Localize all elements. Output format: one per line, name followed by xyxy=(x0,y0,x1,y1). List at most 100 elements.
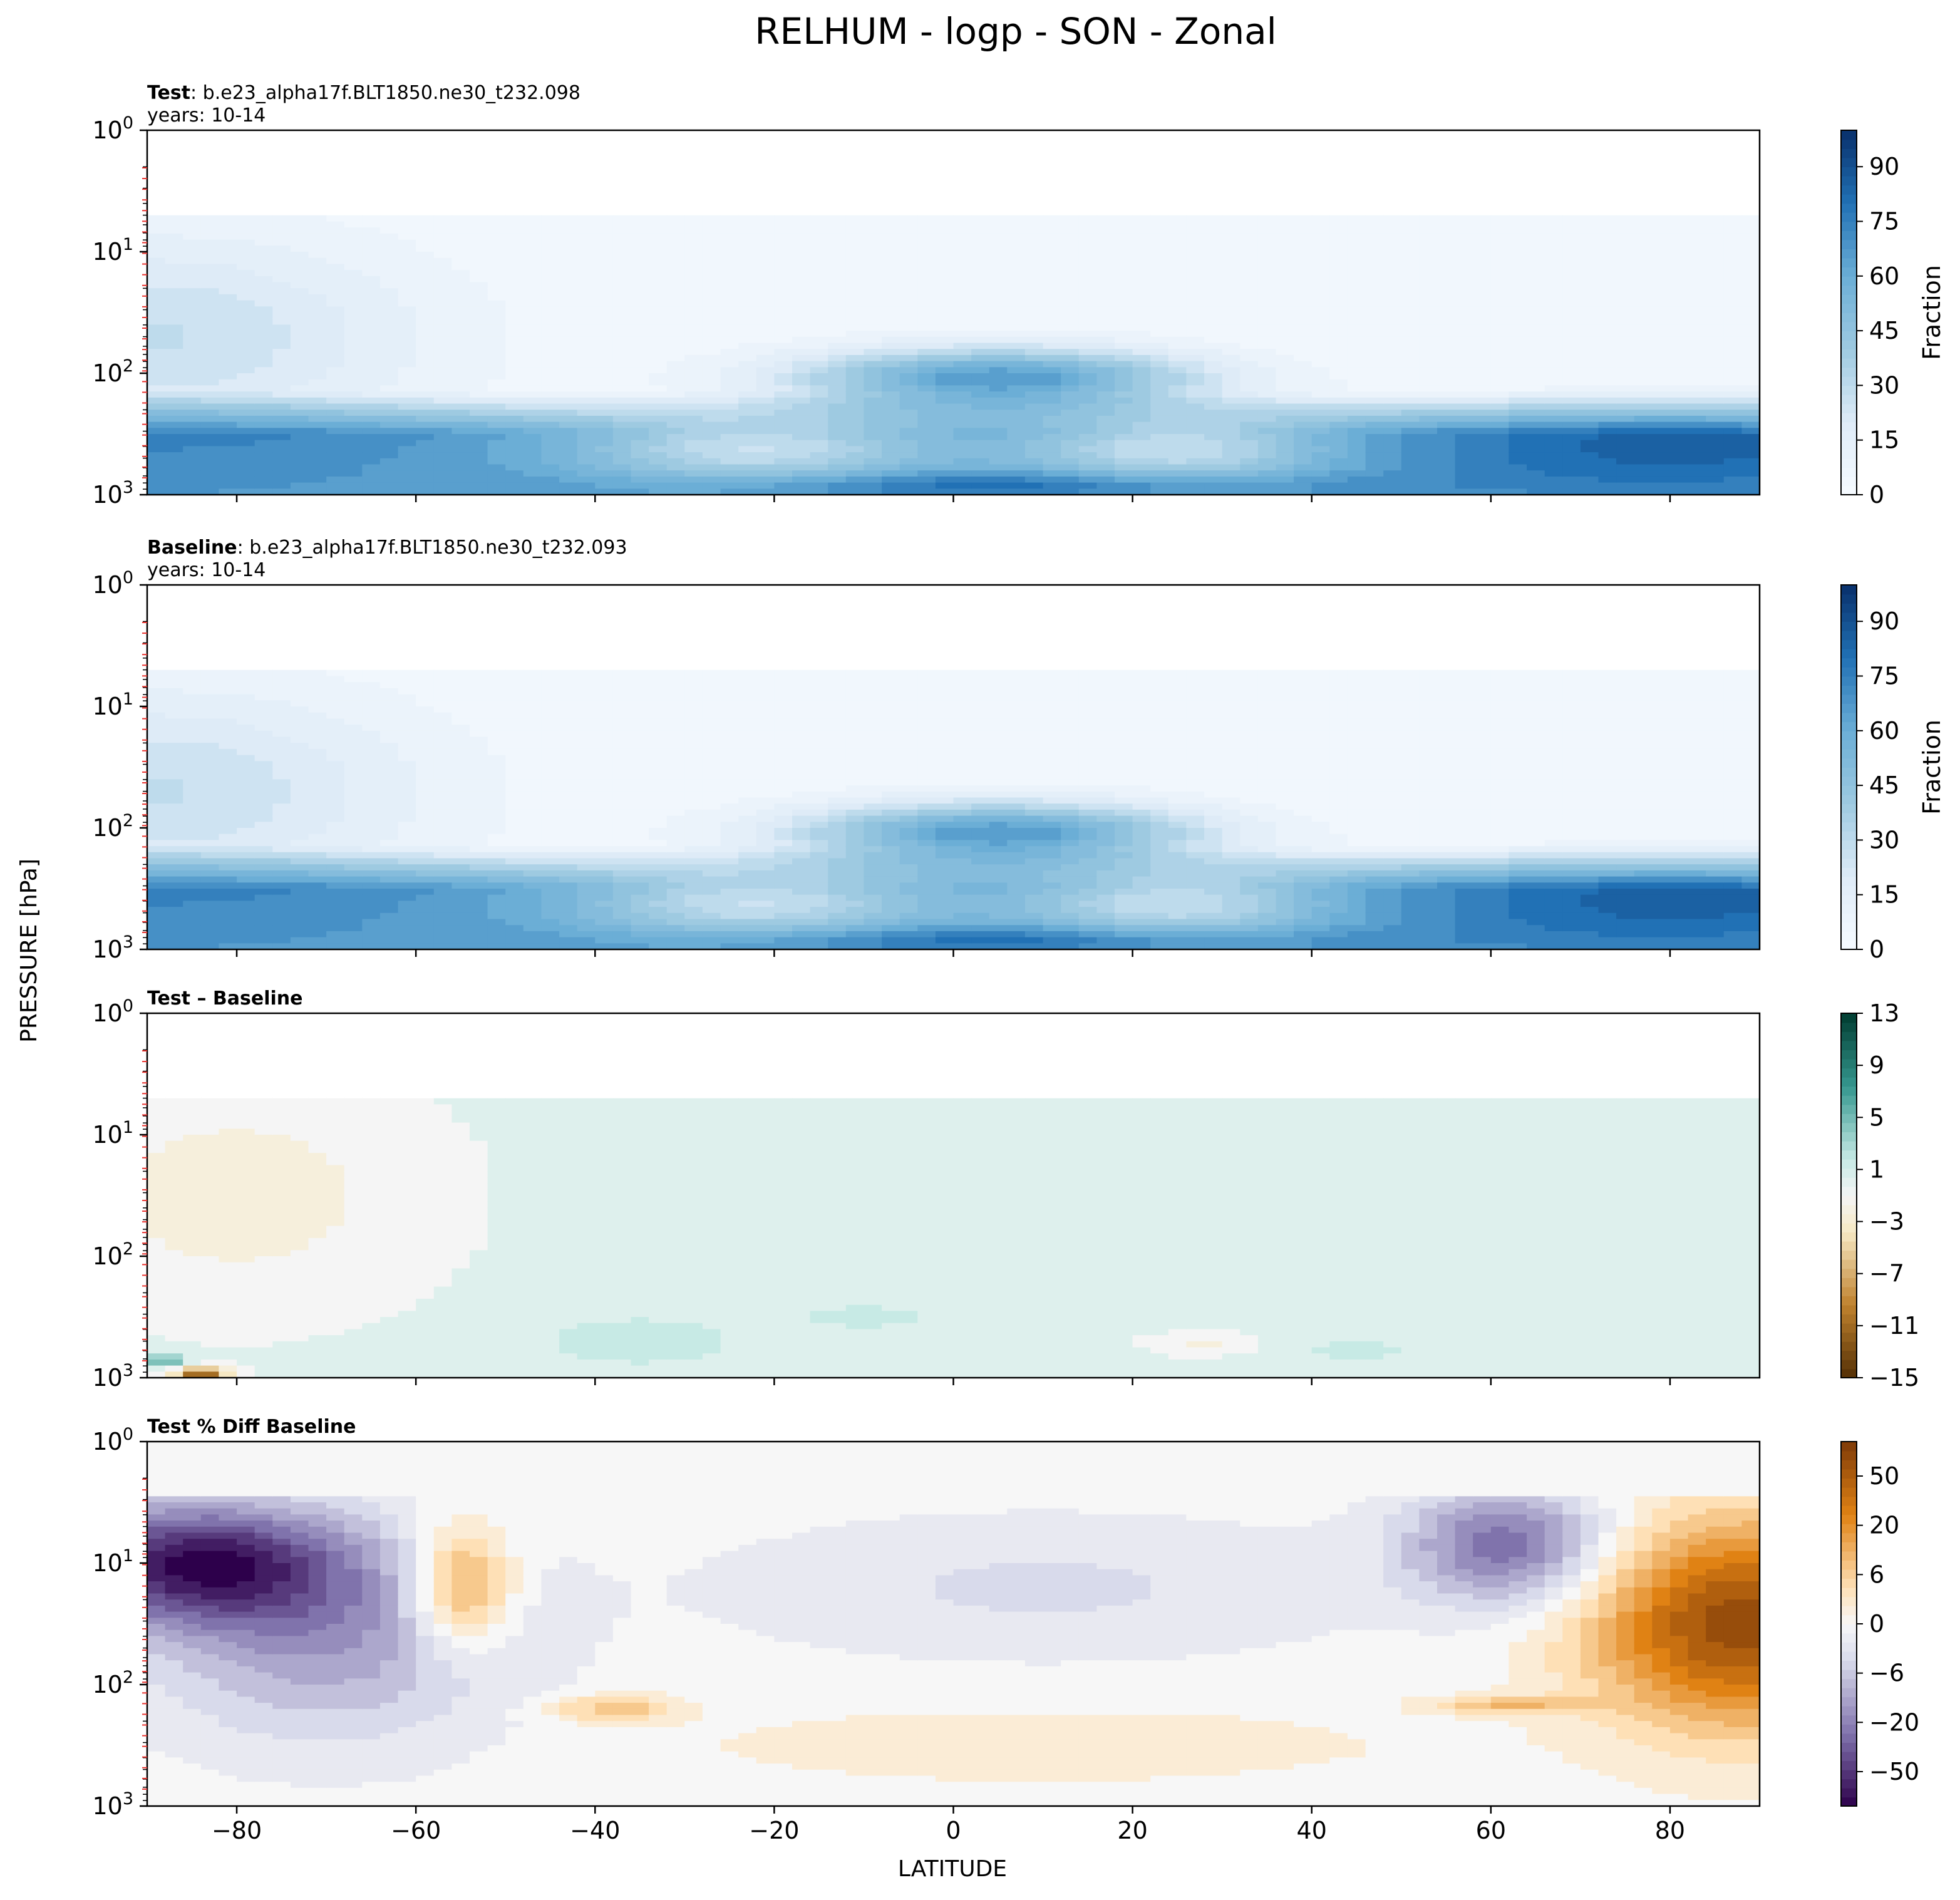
field-cell xyxy=(200,288,220,295)
field-cell xyxy=(559,476,578,483)
field-cell xyxy=(344,282,363,289)
field-cell xyxy=(523,288,542,295)
field-cell xyxy=(147,876,166,884)
field-cell xyxy=(1132,354,1151,362)
field-cell xyxy=(541,367,560,374)
field-cell xyxy=(935,318,954,326)
field-cell xyxy=(200,379,220,386)
field-cell xyxy=(1616,379,1635,386)
field-cell xyxy=(487,403,506,410)
field-cell xyxy=(989,270,1008,277)
field-cell xyxy=(1186,264,1205,271)
field-cell xyxy=(1527,367,1545,374)
field-cell xyxy=(1115,434,1133,441)
field-cell xyxy=(577,458,596,465)
field-cell xyxy=(398,379,416,386)
field-cell xyxy=(1401,354,1420,362)
field-cell xyxy=(219,943,237,949)
field-cell xyxy=(308,828,327,835)
field-cell xyxy=(1419,233,1438,240)
field-cell xyxy=(254,239,274,247)
field-cell xyxy=(1150,312,1169,319)
field-cell xyxy=(1240,446,1259,453)
field-cell xyxy=(1150,270,1169,277)
field-cell xyxy=(1240,488,1259,495)
field-cell xyxy=(1419,294,1438,301)
field-cell xyxy=(1132,306,1151,313)
field-cell xyxy=(702,306,721,313)
field-cell xyxy=(989,354,1008,362)
field-cell xyxy=(183,324,202,331)
field-cell xyxy=(416,688,435,695)
field-cell xyxy=(1186,470,1205,477)
field-cell xyxy=(183,397,202,405)
field-cell xyxy=(1365,361,1384,368)
field-cell xyxy=(612,373,632,380)
field-cell xyxy=(1061,385,1080,392)
field-cell xyxy=(1365,354,1384,362)
field-cell xyxy=(147,458,166,465)
field-cell xyxy=(1078,354,1098,362)
field-cell xyxy=(845,367,865,374)
field-cell xyxy=(147,227,166,234)
field-cell xyxy=(595,415,614,423)
field-cell xyxy=(1527,464,1545,471)
field-cell xyxy=(1024,361,1044,368)
field-cell xyxy=(219,324,237,331)
field-cell xyxy=(792,464,811,471)
field-cell xyxy=(272,889,291,896)
field-cell xyxy=(1061,452,1080,459)
field-cell xyxy=(326,901,345,907)
field-cell xyxy=(398,476,416,483)
field-cell xyxy=(272,379,291,386)
field-cell xyxy=(1634,312,1653,319)
field-cell xyxy=(523,367,542,374)
field-cell xyxy=(1562,252,1581,259)
field-cell xyxy=(1204,470,1223,477)
field-cell xyxy=(666,482,686,490)
field-cell xyxy=(1383,227,1402,234)
field-cell xyxy=(1741,410,1760,416)
field-cell xyxy=(882,343,900,349)
field-cell xyxy=(1257,288,1277,295)
field-cell xyxy=(1688,373,1706,380)
field-cell xyxy=(1634,482,1653,490)
field-cell xyxy=(792,252,811,259)
field-cell xyxy=(1383,421,1402,429)
field-cell xyxy=(1204,294,1223,301)
field-cell xyxy=(344,349,363,356)
field-cell xyxy=(1580,367,1599,374)
field-cell xyxy=(237,464,255,471)
field-cell xyxy=(1168,476,1187,483)
field-cell xyxy=(899,476,919,483)
figure-title: RELHUM - logp - SON - Zonal xyxy=(755,10,1277,53)
field-cell xyxy=(1078,331,1098,338)
field-cell xyxy=(200,264,220,271)
field-cell xyxy=(183,282,202,289)
field-cell xyxy=(1078,403,1098,410)
field-cell xyxy=(595,318,614,326)
field-cell xyxy=(1562,421,1581,429)
field-cell xyxy=(1168,221,1187,228)
field-cell xyxy=(1132,415,1151,423)
field-cell xyxy=(254,834,274,841)
field-cell xyxy=(595,331,614,338)
field-cell xyxy=(845,245,865,252)
field-cell xyxy=(1598,361,1617,368)
field-cell xyxy=(1222,421,1241,429)
field-cell xyxy=(433,403,453,410)
field-cell xyxy=(470,361,488,368)
field-cell xyxy=(1294,482,1313,490)
y-tick-label: 101 xyxy=(92,235,133,266)
field-cell xyxy=(1455,440,1473,447)
field-cell xyxy=(344,294,363,301)
field-cell xyxy=(1347,221,1366,228)
field-cell xyxy=(1652,233,1671,240)
field-cell xyxy=(451,434,470,441)
field-cell xyxy=(1043,446,1061,453)
field-cell xyxy=(1043,379,1061,386)
field-cell xyxy=(917,324,936,331)
field-cell xyxy=(398,300,416,307)
field-cell xyxy=(953,373,972,380)
field-cell xyxy=(326,779,345,786)
